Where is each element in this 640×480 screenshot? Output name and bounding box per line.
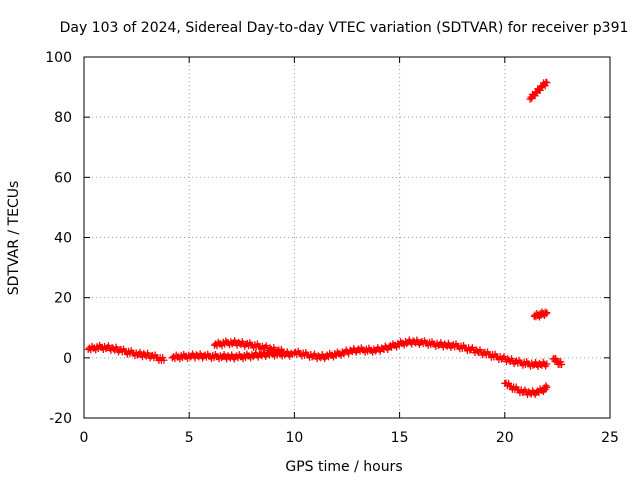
y-tick-label: 20 [54, 291, 72, 307]
x-tick-label: 15 [391, 430, 409, 446]
data-point [543, 79, 551, 87]
series-arc-2 [168, 348, 296, 363]
series-arc-3 [210, 337, 288, 356]
series-arc-5 [549, 355, 566, 368]
y-tick-label: 100 [45, 50, 72, 66]
data-point [543, 360, 551, 368]
data-point [543, 383, 551, 391]
y-tick-label: 80 [54, 110, 72, 126]
data-point [535, 313, 543, 321]
y-tick-label: 60 [54, 170, 72, 186]
y-tick-label: 40 [54, 231, 72, 247]
y-tick-label: -20 [49, 411, 72, 427]
data-point [160, 356, 168, 364]
series-arc-6 [501, 379, 551, 399]
x-tick-label: 0 [80, 430, 89, 446]
series-arc-1 [84, 341, 168, 364]
x-axis-label: GPS time / hours [285, 459, 402, 475]
data-point [542, 382, 550, 390]
x-tick-label: 10 [285, 430, 303, 446]
tick-labels: 0 5 10 15 20 25 -20 0 20 40 60 80 100 [45, 50, 619, 446]
data-point [558, 360, 566, 368]
y-tick-label: 0 [63, 351, 72, 367]
chart-title: Day 103 of 2024, Sidereal Day-to-day VTE… [60, 20, 629, 36]
x-tick-label: 20 [496, 430, 514, 446]
series-arc-7 [530, 308, 551, 321]
x-tick-label: 5 [185, 430, 194, 446]
y-axis-label: SDTVAR / TECUs [6, 181, 22, 296]
data-series [84, 78, 566, 399]
data-point [280, 348, 288, 356]
axis-ticks [83, 56, 611, 419]
data-point [541, 82, 549, 90]
series-arc-8 [526, 78, 551, 103]
x-tick-label: 25 [601, 430, 619, 446]
data-point [543, 309, 551, 317]
data-point [542, 310, 550, 318]
series-arc-4 [290, 336, 551, 371]
